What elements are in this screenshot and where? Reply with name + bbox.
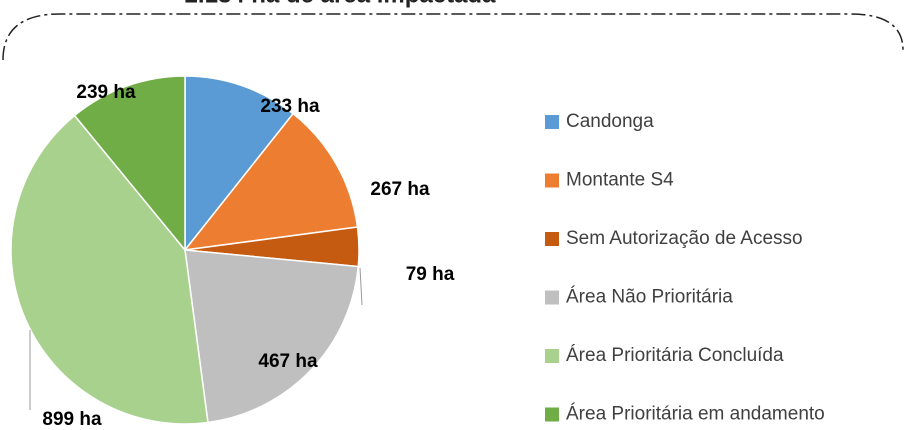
legend-label: Área Prioritária Concluída — [566, 345, 784, 366]
legend-label: Montante S4 — [566, 170, 674, 191]
chart-title: 2.184 ha de área impactada — [185, 0, 496, 8]
legend-swatch — [545, 115, 559, 129]
pie-slice — [73, 75, 186, 253]
legend-swatch — [545, 349, 559, 363]
pie-slice — [10, 114, 209, 425]
data-label: 79 ha — [406, 264, 455, 285]
legend-label: Área Não Prioritária — [566, 287, 733, 308]
legend-label: Candonga — [566, 111, 654, 132]
legend-swatch — [545, 173, 559, 188]
data-label: 267 ha — [370, 179, 430, 200]
data-label: 899 ha — [42, 409, 102, 430]
frame — [2, 13, 904, 61]
legend-swatch — [545, 290, 559, 305]
data-label: 233 ha — [260, 96, 320, 117]
legend-label: Sem Autorização de Acesso — [566, 228, 803, 249]
data-label: 239 ha — [76, 82, 136, 103]
pie-slice — [184, 249, 360, 424]
data-label: 467 ha — [258, 351, 318, 372]
legend-swatch — [545, 407, 559, 422]
pie-slice — [184, 75, 295, 253]
pie-slice — [183, 112, 359, 251]
legend-swatch — [545, 232, 559, 246]
legend-label: Área Prioritária em andamento — [566, 404, 825, 425]
leader-line — [359, 267, 363, 306]
